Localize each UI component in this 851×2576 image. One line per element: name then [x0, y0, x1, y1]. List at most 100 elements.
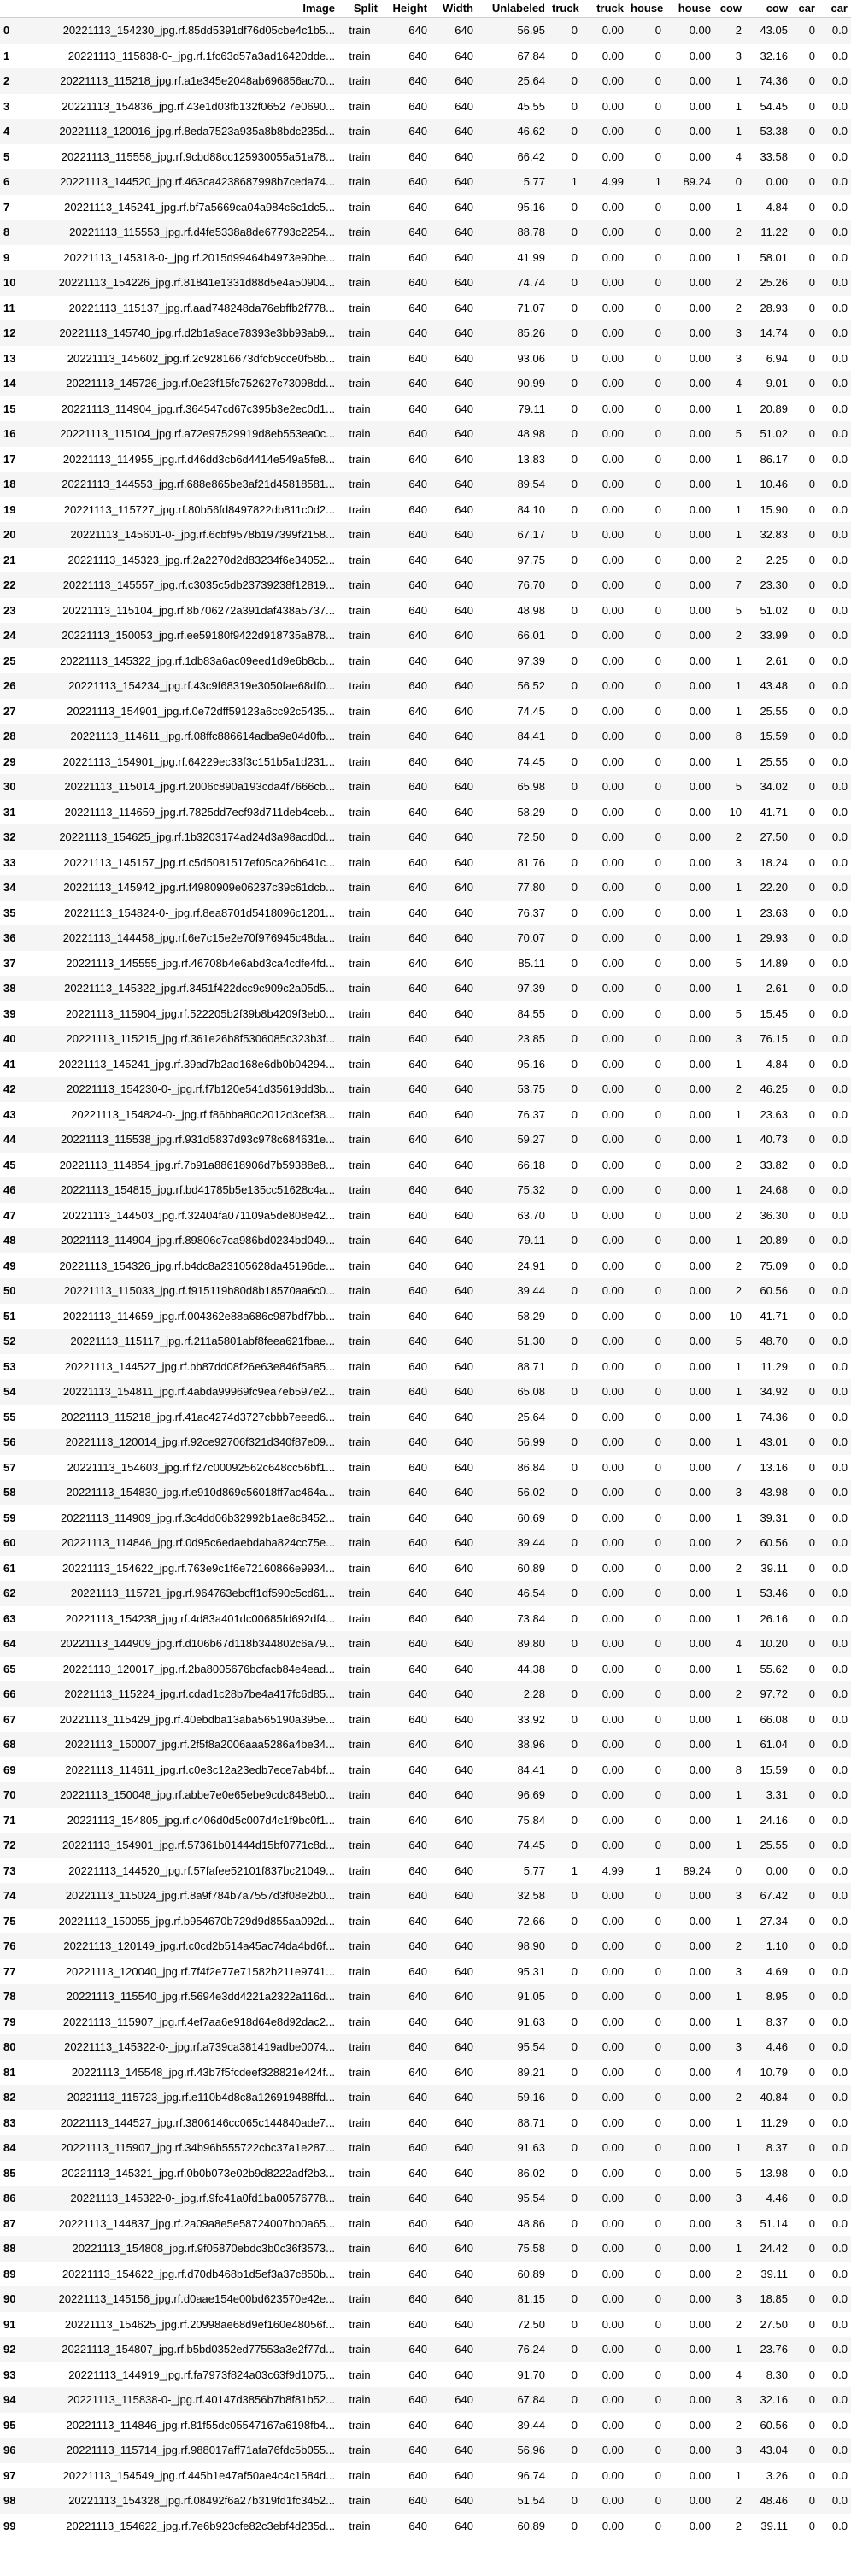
- table-cell: 0.0: [831, 2040, 848, 2053]
- table-row: 20 20221113_145601-0-_jpg.rf.6cbf9578b197…: [0, 522, 851, 548]
- table-cell: 72.50: [517, 2317, 545, 2331]
- table-row: 24 20221113_150053_jpg.rf.ee59180f9422d91…: [0, 623, 851, 648]
- table-cell: 20221113_150055_jpg.rf.b954670b729d9d855…: [58, 1914, 335, 1928]
- table-cell: 0.0: [831, 1687, 848, 1700]
- table-cell: 0: [571, 351, 578, 365]
- table-cell: 76.37: [517, 1107, 545, 1121]
- table-cell: 0.00: [689, 1587, 711, 1599]
- table-cell: 0: [808, 1662, 815, 1675]
- table-row: 40 20221113_115215_jpg.rf.361e26b8f530608…: [0, 1026, 851, 1052]
- table-cell: 640: [455, 1309, 473, 1323]
- table-cell: 0.00: [602, 1511, 624, 1524]
- table-cell: 0.0: [831, 1611, 848, 1625]
- table-cell: 60.56: [760, 1536, 788, 1549]
- row-index: 54: [3, 1385, 16, 1398]
- table-cell: 0: [654, 603, 661, 617]
- table-cell: 0.00: [602, 24, 624, 37]
- table-cell: 0: [654, 881, 661, 894]
- table-cell: 0.0: [831, 1486, 848, 1499]
- table-cell: 640: [455, 1460, 473, 1474]
- table-cell: 20221113_114659_jpg.rf.004362e88a686c987…: [62, 1309, 335, 1323]
- table-cell: 640: [455, 956, 473, 970]
- table-cell: 89.24: [683, 175, 711, 188]
- table-cell: 3: [735, 1032, 742, 1045]
- table-cell: 0.00: [689, 679, 711, 692]
- table-cell: train: [349, 805, 371, 819]
- table-cell: 640: [455, 2040, 473, 2053]
- row-index: 65: [3, 1662, 16, 1675]
- table-cell: train: [349, 2368, 371, 2381]
- table-cell: 0.0: [831, 478, 848, 490]
- table-cell: 0.0: [831, 1561, 848, 1575]
- table-cell: 20221113_150053_jpg.rf.ee59180f9422d9187…: [62, 629, 335, 642]
- table-cell: 640: [455, 2015, 473, 2028]
- table-cell: 4.46: [766, 2040, 788, 2053]
- table-cell: 45.55: [517, 99, 545, 113]
- table-row: 47 20221113_144503_jpg.rf.32404fa071109a5…: [0, 1202, 851, 1228]
- table-cell: 0.00: [689, 377, 711, 390]
- table-cell: 640: [408, 377, 427, 390]
- table-cell: 72.50: [517, 830, 545, 843]
- table-row: 60 20221113_114846_jpg.rf.0d95c6edaebdaba…: [0, 1530, 851, 1556]
- table-cell: 0: [654, 1889, 661, 1902]
- table-cell: 1: [735, 906, 742, 919]
- table-cell: 640: [408, 74, 427, 87]
- table-cell: 15.59: [760, 1763, 788, 1776]
- table-cell: 0.00: [602, 754, 624, 768]
- table-cell: 0.00: [602, 855, 624, 869]
- table-cell: 0: [571, 1536, 578, 1549]
- table-cell: 640: [408, 1511, 427, 1524]
- table-cell: 14.74: [760, 326, 788, 339]
- table-cell: 2: [735, 1259, 742, 1272]
- table-cell: 0.0: [831, 1032, 848, 1045]
- table-cell: 640: [408, 125, 427, 138]
- table-cell: 0: [571, 1284, 578, 1297]
- table-cell: 640: [408, 931, 427, 944]
- table-cell: 0.00: [689, 2115, 711, 2129]
- table-cell: 20221113_120017_jpg.rf.2ba8005676bcfacb8…: [62, 1662, 335, 1675]
- table-cell: 1.10: [766, 1939, 788, 1952]
- table-cell: 0: [808, 1964, 815, 1978]
- table-cell: train: [349, 2141, 371, 2154]
- table-cell: 5: [735, 956, 742, 970]
- table-cell: 0.00: [689, 2343, 711, 2356]
- table-cell: 0: [808, 1435, 815, 1448]
- table-cell: 43.05: [760, 24, 788, 37]
- table-cell: 13.98: [760, 2166, 788, 2180]
- table-cell: 10: [729, 1309, 742, 1323]
- table-cell: 0: [571, 1914, 578, 1928]
- table-cell: 0: [808, 74, 815, 87]
- table-row: 19 20221113_115727_jpg.rf.80b56fd8497822d…: [0, 496, 851, 522]
- row-index: 61: [3, 1561, 16, 1575]
- table-cell: 640: [455, 1284, 473, 1297]
- row-index: 43: [3, 1107, 16, 1121]
- table-cell: 0.0: [831, 2468, 848, 2482]
- table-cell: 640: [408, 1158, 427, 1171]
- table-cell: 0.00: [689, 1561, 711, 1575]
- table-cell: 32.16: [760, 2393, 788, 2406]
- table-cell: train: [349, 351, 371, 365]
- table-cell: train: [349, 276, 371, 289]
- table-cell: 20221113_154625_jpg.rf.20998ae68d9ef160e…: [64, 2317, 335, 2331]
- table-cell: 1: [735, 1990, 742, 2003]
- table-cell: 0: [571, 24, 578, 37]
- table-cell: 0: [654, 1839, 661, 1851]
- table-cell: 0.00: [602, 1133, 624, 1146]
- table-cell: 640: [408, 2216, 427, 2230]
- table-row: 14 20221113_145726_jpg.rf.0e23f15fc752627…: [0, 371, 851, 396]
- table-cell: 0: [571, 553, 578, 566]
- table-cell: 0: [571, 1460, 578, 1474]
- table-cell: 2: [735, 2317, 742, 2331]
- table-cell: 8.30: [766, 2368, 788, 2381]
- table-cell: 640: [408, 1359, 427, 1373]
- table-cell: 20221113_145548_jpg.rf.43b7f5fcdeef32882…: [71, 2065, 335, 2079]
- table-cell: 0: [571, 377, 578, 390]
- table-cell: 18.24: [760, 855, 788, 869]
- table-cell: 0.0: [831, 528, 848, 541]
- table-cell: 640: [455, 1359, 473, 1373]
- table-cell: 0.00: [602, 1536, 624, 1549]
- table-cell: 20221113_154328_jpg.rf.08492f6a27b319fd1…: [68, 2494, 335, 2507]
- table-cell: train: [349, 1738, 371, 1751]
- table-cell: 1: [735, 679, 742, 692]
- table-cell: 20221113_115721_jpg.rf.964763ebcff1df590…: [70, 1587, 335, 1599]
